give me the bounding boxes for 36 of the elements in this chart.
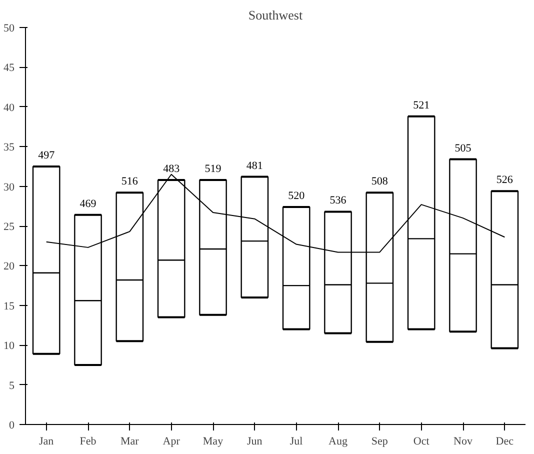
y-tick-label: 25 bbox=[4, 221, 15, 233]
chart-title: Southwest bbox=[248, 8, 303, 22]
y-tick-label: 40 bbox=[4, 102, 15, 114]
annotation: 516 bbox=[121, 176, 138, 188]
annotation: 508 bbox=[371, 176, 388, 188]
x-tick-label: Feb bbox=[80, 436, 97, 448]
x-tick-label: Jul bbox=[290, 436, 303, 448]
annotation: 526 bbox=[496, 174, 514, 186]
annotation: 520 bbox=[288, 190, 306, 202]
y-tick-label: 50 bbox=[4, 22, 15, 34]
x-tick-label: Mar bbox=[120, 436, 140, 448]
x-tick-label: Sep bbox=[371, 436, 388, 448]
annotation: 497 bbox=[38, 149, 56, 162]
x-tick-label: Apr bbox=[162, 436, 180, 448]
x-tick-label: Jan bbox=[39, 436, 54, 448]
y-tick-label: 45 bbox=[4, 62, 15, 74]
y-tick-label: 35 bbox=[4, 142, 15, 154]
y-tick-label: 15 bbox=[4, 300, 15, 312]
annotation: 469 bbox=[80, 198, 97, 210]
annotation: 519 bbox=[204, 162, 222, 175]
x-tick-label: Dec bbox=[496, 436, 514, 448]
y-tick-label: 30 bbox=[4, 181, 15, 194]
x-tick-label: Aug bbox=[328, 436, 348, 448]
y-tick-label: 10 bbox=[4, 340, 15, 352]
annotation: 483 bbox=[163, 162, 180, 175]
y-tick-label: 0 bbox=[9, 420, 15, 432]
x-tick-label: Nov bbox=[454, 436, 473, 448]
annotation: 481 bbox=[246, 160, 263, 172]
x-tick-label: May bbox=[202, 436, 224, 448]
annotation: 521 bbox=[413, 99, 430, 112]
y-tick-label: 20 bbox=[4, 260, 15, 273]
x-tick-label: Oct bbox=[413, 436, 430, 448]
annotation: 536 bbox=[330, 194, 347, 207]
y-tick-label: 5 bbox=[9, 380, 15, 392]
annotation: 505 bbox=[454, 142, 472, 154]
x-tick-label: Jun bbox=[247, 436, 263, 448]
